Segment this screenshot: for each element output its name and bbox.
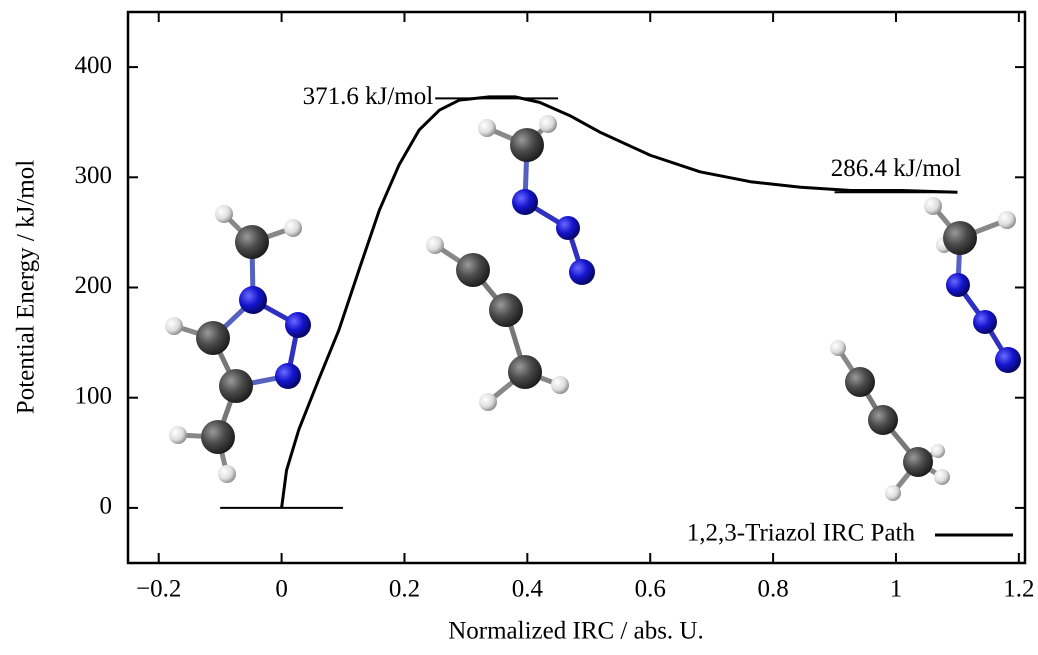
y-tick-label: 400 bbox=[75, 52, 113, 79]
x-tick-label: 0 bbox=[275, 576, 288, 603]
y-tick-label: 300 bbox=[75, 162, 113, 189]
plot-frame bbox=[126, 10, 1027, 565]
x-tick-label: 0.2 bbox=[389, 576, 420, 603]
x-tick-label: 0.4 bbox=[512, 576, 544, 603]
molecule-reactant bbox=[165, 205, 311, 483]
x-tick-label: 0.6 bbox=[635, 576, 666, 603]
y-tick-label: 100 bbox=[75, 382, 113, 409]
energy-label: 371.6 kJ/mol bbox=[303, 83, 434, 110]
x-axis-label: Normalized IRC / abs. U. bbox=[448, 618, 704, 645]
x-tick-label: 1 bbox=[890, 576, 903, 603]
y-tick-label: 200 bbox=[75, 272, 113, 299]
molecules bbox=[165, 115, 1021, 501]
series-line bbox=[280, 95, 958, 509]
legend-label: 1,2,3-Triazol IRC Path bbox=[687, 520, 916, 547]
molecule-transition-state bbox=[426, 115, 595, 411]
energy-label: 286.4 kJ/mol bbox=[831, 155, 962, 182]
molecule-product bbox=[830, 197, 1021, 501]
x-tick-label: 1.2 bbox=[1003, 576, 1034, 603]
y-axis-label: Potential Energy / kJ/mol bbox=[13, 160, 40, 414]
y-tick-label: 0 bbox=[100, 493, 113, 520]
x-tick-label: 0.8 bbox=[757, 576, 788, 603]
x-tick-label: −0.2 bbox=[136, 576, 181, 603]
